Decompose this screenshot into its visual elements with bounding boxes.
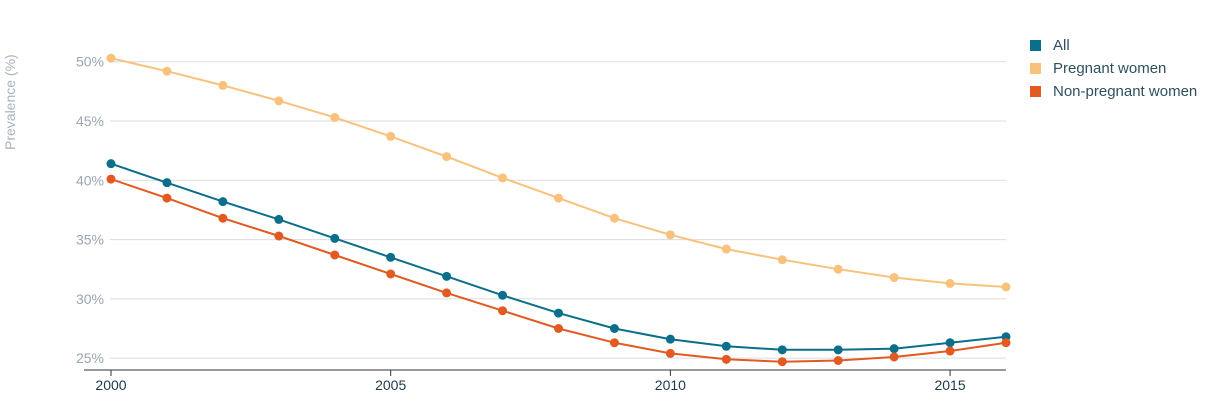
data-point-non-pregnant-women[interactable] xyxy=(833,356,843,366)
data-point-pregnant-women[interactable] xyxy=(218,80,228,90)
series-points xyxy=(106,53,1011,367)
y-tick-label: 40% xyxy=(76,172,104,188)
legend-item-non-pregnant-women[interactable]: Non-pregnant women xyxy=(1030,80,1197,103)
legend-label-pregnant-women: Pregnant women xyxy=(1053,60,1167,77)
x-tick-label: 2000 xyxy=(95,377,126,393)
x-tick-label: 2015 xyxy=(934,377,965,393)
data-point-non-pregnant-women[interactable] xyxy=(498,306,508,316)
series-line-non-pregnant-women xyxy=(110,178,1007,363)
data-point-non-pregnant-women[interactable] xyxy=(218,213,228,223)
data-point-all[interactable] xyxy=(833,345,843,355)
data-point-all[interactable] xyxy=(442,271,452,281)
data-point-pregnant-women[interactable] xyxy=(945,278,955,288)
legend-swatch-all xyxy=(1030,40,1041,51)
data-point-all[interactable] xyxy=(945,338,955,348)
legend: All Pregnant women Non-pregnant women xyxy=(1030,34,1197,103)
y-tick-label: 45% xyxy=(76,113,104,129)
data-point-pregnant-women[interactable] xyxy=(386,131,396,141)
y-axis-label: Prevalence (%) xyxy=(2,54,22,170)
data-point-all[interactable] xyxy=(665,334,675,344)
legend-swatch-non-pregnant-women xyxy=(1030,86,1041,97)
data-point-non-pregnant-women[interactable] xyxy=(106,174,116,184)
y-tick-label: 25% xyxy=(76,350,104,366)
data-point-non-pregnant-women[interactable] xyxy=(554,324,563,333)
data-point-pregnant-women[interactable] xyxy=(162,66,172,76)
data-point-all[interactable] xyxy=(498,290,508,300)
data-point-all[interactable] xyxy=(721,341,731,351)
series-line-all xyxy=(110,162,1007,351)
y-tick-label: 50% xyxy=(76,54,104,70)
x-tick-label: 2005 xyxy=(375,377,406,393)
data-point-pregnant-women[interactable] xyxy=(833,264,843,274)
data-point-all[interactable] xyxy=(330,233,340,243)
data-point-non-pregnant-women[interactable] xyxy=(442,288,452,298)
data-point-non-pregnant-women[interactable] xyxy=(330,250,340,260)
data-point-pregnant-women[interactable] xyxy=(442,152,452,162)
y-tick-label: 30% xyxy=(76,291,104,307)
data-point-non-pregnant-women[interactable] xyxy=(1001,338,1011,348)
data-point-all[interactable] xyxy=(777,345,787,355)
data-point-pregnant-women[interactable] xyxy=(609,213,619,223)
data-point-non-pregnant-women[interactable] xyxy=(721,354,731,364)
data-point-all[interactable] xyxy=(386,252,396,262)
y-axis-ticks: 25% 30% 35% 40% 45% 50% xyxy=(76,54,104,366)
data-point-pregnant-women[interactable] xyxy=(274,96,284,106)
data-point-pregnant-women[interactable] xyxy=(554,193,563,203)
x-axis: 2000 2005 2010 2015 xyxy=(84,369,1006,393)
data-point-all[interactable] xyxy=(274,214,284,224)
data-point-pregnant-women[interactable] xyxy=(777,255,787,265)
legend-label-non-pregnant-women: Non-pregnant women xyxy=(1053,83,1198,100)
data-point-pregnant-women[interactable] xyxy=(889,273,899,283)
legend-label-all: All xyxy=(1053,37,1070,54)
data-point-pregnant-women[interactable] xyxy=(1001,282,1011,292)
data-point-non-pregnant-women[interactable] xyxy=(889,352,899,362)
data-point-all[interactable] xyxy=(162,178,172,188)
data-point-non-pregnant-women[interactable] xyxy=(274,231,284,241)
data-point-non-pregnant-women[interactable] xyxy=(945,346,955,356)
data-point-pregnant-women[interactable] xyxy=(721,244,731,254)
data-point-all[interactable] xyxy=(609,324,619,333)
data-point-non-pregnant-women[interactable] xyxy=(609,338,619,348)
y-axis-label-text: Prevalence (%) xyxy=(2,54,18,150)
gridlines xyxy=(110,61,1006,359)
data-point-all[interactable] xyxy=(106,159,116,169)
data-point-pregnant-women[interactable] xyxy=(330,112,340,122)
series-line-pregnant-women xyxy=(110,57,1007,288)
data-point-pregnant-women[interactable] xyxy=(106,53,116,63)
data-point-pregnant-women[interactable] xyxy=(665,230,675,240)
data-point-non-pregnant-women[interactable] xyxy=(162,193,172,203)
legend-item-pregnant-women[interactable]: Pregnant women xyxy=(1030,57,1197,80)
data-point-non-pregnant-women[interactable] xyxy=(777,357,787,367)
data-point-non-pregnant-women[interactable] xyxy=(665,348,675,358)
legend-swatch-pregnant-women xyxy=(1030,63,1041,74)
data-point-non-pregnant-women[interactable] xyxy=(386,269,396,279)
x-tick-label: 2010 xyxy=(655,377,686,393)
data-point-all[interactable] xyxy=(554,308,563,318)
data-point-pregnant-women[interactable] xyxy=(498,173,508,183)
legend-item-all[interactable]: All xyxy=(1030,34,1197,57)
data-point-all[interactable] xyxy=(218,197,228,207)
data-point-all[interactable] xyxy=(889,344,899,354)
y-tick-label: 35% xyxy=(76,232,104,248)
